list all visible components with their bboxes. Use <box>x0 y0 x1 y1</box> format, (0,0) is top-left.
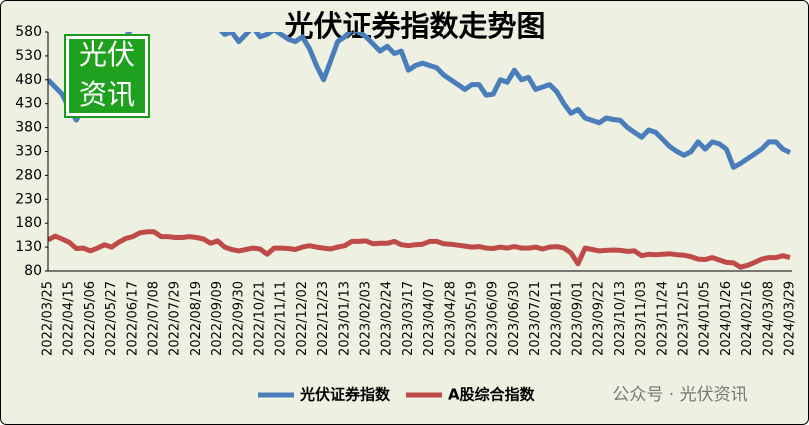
x-tick-label: 2023/12/15 <box>677 281 692 356</box>
x-tick-label: 2023/05/19 <box>465 281 480 356</box>
legend-label: 光伏证券指数 <box>299 386 391 404</box>
x-tick-label: 2022/07/29 <box>168 281 183 356</box>
x-tick-label: 2023/06/09 <box>486 281 501 356</box>
x-tick-label: 2023/10/13 <box>613 281 628 356</box>
x-tick-label: 2023/07/21 <box>528 281 543 356</box>
x-tick-label: 2023/04/28 <box>443 281 458 356</box>
y-tick-label: 480 <box>15 72 42 88</box>
y-tick-label: 80 <box>24 263 42 279</box>
x-tick-label: 2024/01/05 <box>698 281 713 356</box>
x-tick-label: 2024/02/16 <box>740 281 755 356</box>
x-tick-label: 2022/12/02 <box>295 281 310 356</box>
x-tick-label: 2023/09/22 <box>592 281 607 356</box>
x-tick-label: 2023/02/24 <box>380 281 395 356</box>
x-tick-label: 2022/04/15 <box>62 281 77 356</box>
x-tick-label: 2022/05/06 <box>83 281 98 356</box>
x-tick-label: 2023/04/07 <box>422 281 437 356</box>
x-tick-label: 2023/01/13 <box>337 281 352 356</box>
y-tick-label: 330 <box>15 144 42 160</box>
logo-fill <box>69 39 145 113</box>
y-tick-label: 130 <box>15 239 42 255</box>
x-tick-label: 2022/11/11 <box>274 281 289 356</box>
x-tick-label: 2023/09/01 <box>571 281 586 356</box>
watermark: 公众号 · 光伏资讯 <box>612 385 747 405</box>
y-tick-label: 280 <box>15 167 42 183</box>
logo-text: 光伏 <box>79 38 135 71</box>
x-tick-label: 2024/03/29 <box>783 281 798 356</box>
x-tick-label: 2023/11/24 <box>655 281 670 356</box>
y-tick-label: 180 <box>15 215 42 231</box>
x-tick-label: 2022/07/08 <box>147 281 162 356</box>
y-tick-label: 230 <box>15 191 42 207</box>
x-tick-label: 2022/06/17 <box>125 281 140 356</box>
legend-label: A股综合指数 <box>448 386 536 404</box>
y-tick-label: 380 <box>15 120 42 136</box>
series-line <box>48 32 792 170</box>
x-tick-label: 2022/08/19 <box>189 281 204 356</box>
x-tick-label: 2023/02/03 <box>359 281 374 356</box>
x-tick-label: 2023/06/30 <box>507 281 522 356</box>
x-tick-label: 2024/03/08 <box>761 281 776 356</box>
chart-title: 光伏证券指数走势图 <box>284 9 545 43</box>
x-tick-label: 2023/11/03 <box>634 281 649 356</box>
logo-text: 资讯 <box>79 78 135 111</box>
x-tick-label: 2024/01/26 <box>719 281 734 356</box>
y-tick-label: 580 <box>15 24 42 40</box>
x-tick-label: 2022/12/23 <box>316 281 331 356</box>
x-tick-label: 2022/03/25 <box>41 281 56 356</box>
x-tick-label: 2023/08/11 <box>549 281 564 356</box>
plot-area <box>48 32 792 270</box>
x-tick-label: 2022/09/30 <box>231 281 246 356</box>
x-tick-label: 2023/03/17 <box>401 281 416 356</box>
x-tick-label: 2022/10/21 <box>253 281 268 356</box>
series-line <box>48 229 791 270</box>
x-tick-label: 2022/09/09 <box>210 281 225 356</box>
x-tick-label: 2022/05/27 <box>104 281 119 356</box>
y-tick-label: 430 <box>15 96 42 112</box>
y-tick-label: 530 <box>15 48 42 64</box>
